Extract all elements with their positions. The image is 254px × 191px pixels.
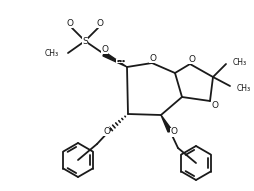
Polygon shape (160, 115, 171, 132)
Text: O: O (149, 53, 156, 62)
Text: O: O (66, 19, 73, 28)
Text: O: O (170, 128, 177, 137)
Text: S: S (82, 36, 88, 45)
Text: O: O (96, 19, 103, 28)
Text: CH₃: CH₃ (45, 49, 59, 57)
Polygon shape (103, 52, 126, 67)
Text: O: O (101, 45, 108, 53)
Text: O: O (188, 54, 195, 63)
Text: O: O (211, 100, 218, 109)
Text: CH₃: CH₃ (232, 57, 246, 66)
Text: CH₃: CH₃ (236, 83, 250, 92)
Text: O: O (103, 126, 110, 135)
Text: ●●●: ●●● (116, 59, 125, 63)
